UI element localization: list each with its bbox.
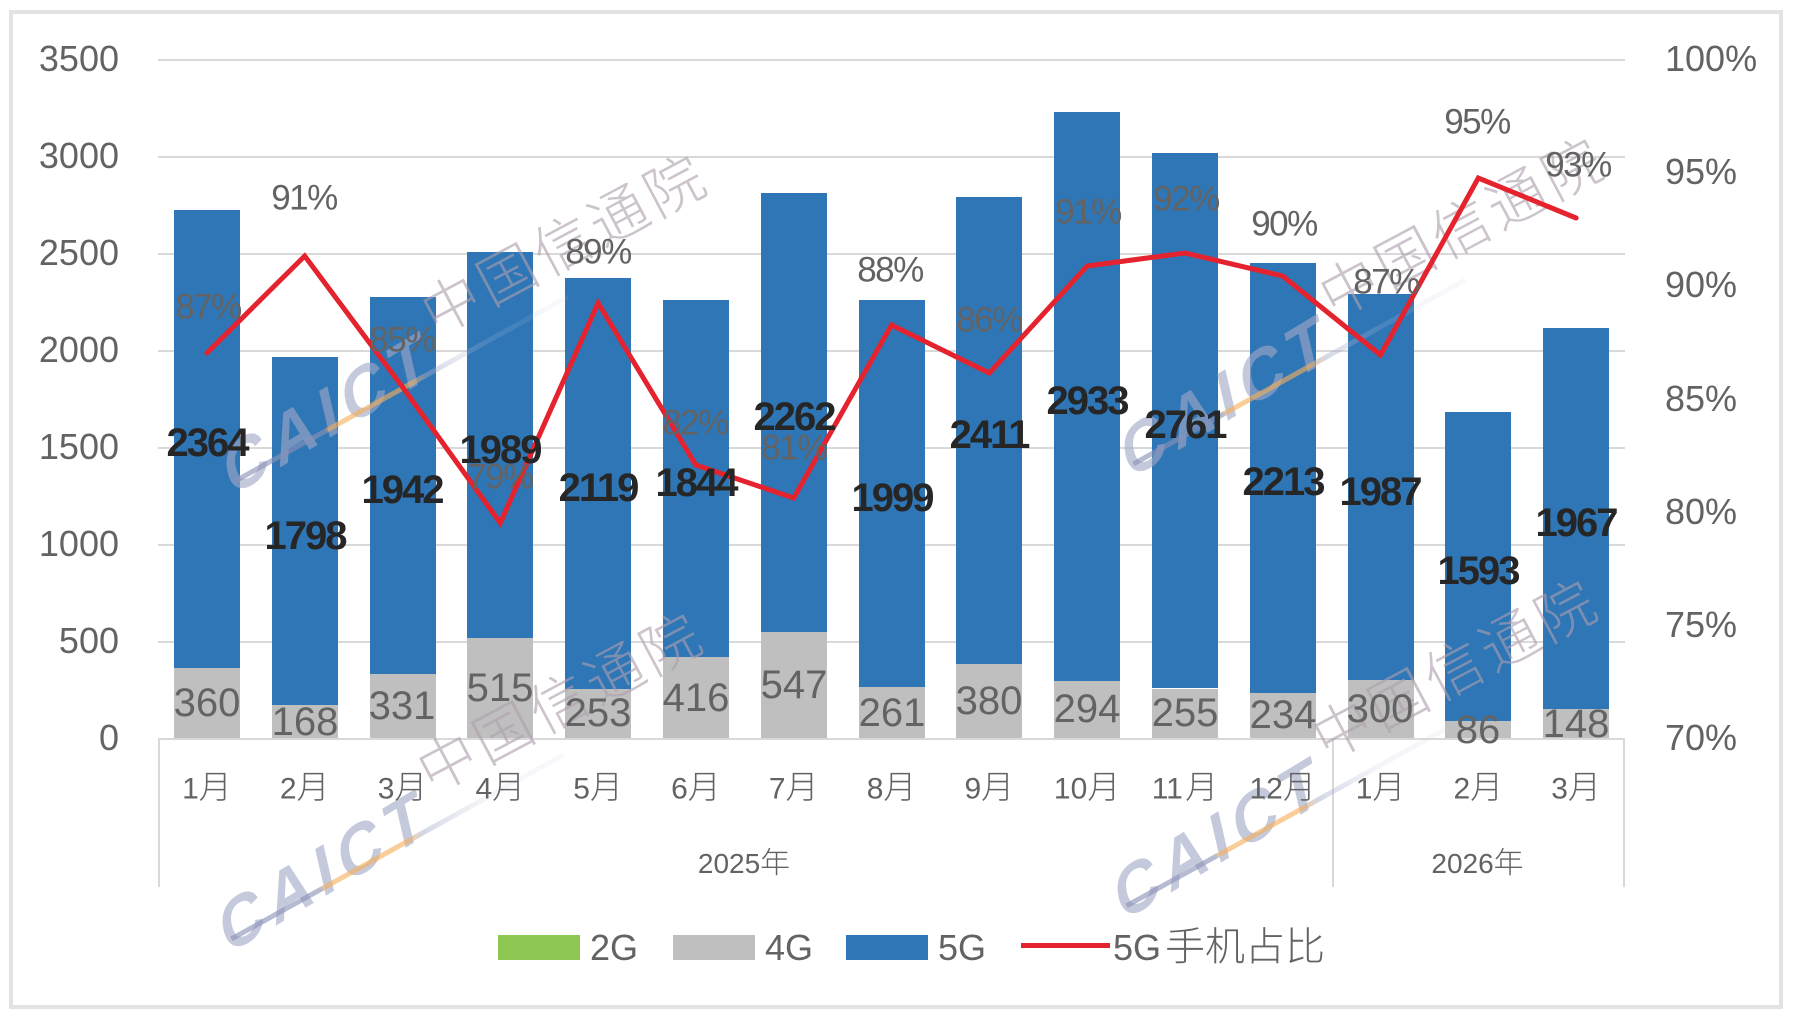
svg-text:8: 8 — [867, 773, 884, 806]
svg-text:3: 3 — [1551, 773, 1568, 806]
svg-text:2026: 2026 — [1431, 848, 1493, 879]
svg-text:3: 3 — [378, 773, 395, 806]
svg-text:2025: 2025 — [698, 848, 760, 879]
svg-text:CAICT: CAICT — [1108, 738, 1332, 937]
svg-text:CAICT: CAICT — [213, 771, 437, 970]
svg-text:2: 2 — [1454, 773, 1471, 806]
svg-text:2: 2 — [280, 773, 297, 806]
svg-text:5: 5 — [573, 773, 590, 806]
svg-text:6: 6 — [671, 773, 688, 806]
svg-text:7: 7 — [769, 773, 786, 806]
svg-text:12: 12 — [1250, 773, 1283, 806]
svg-text:1: 1 — [182, 773, 199, 806]
svg-text:4: 4 — [476, 773, 493, 806]
svg-text:1: 1 — [1356, 773, 1373, 806]
svg-text:11: 11 — [1152, 773, 1183, 806]
svg-text:9: 9 — [965, 773, 982, 806]
svg-text:10: 10 — [1054, 773, 1087, 806]
